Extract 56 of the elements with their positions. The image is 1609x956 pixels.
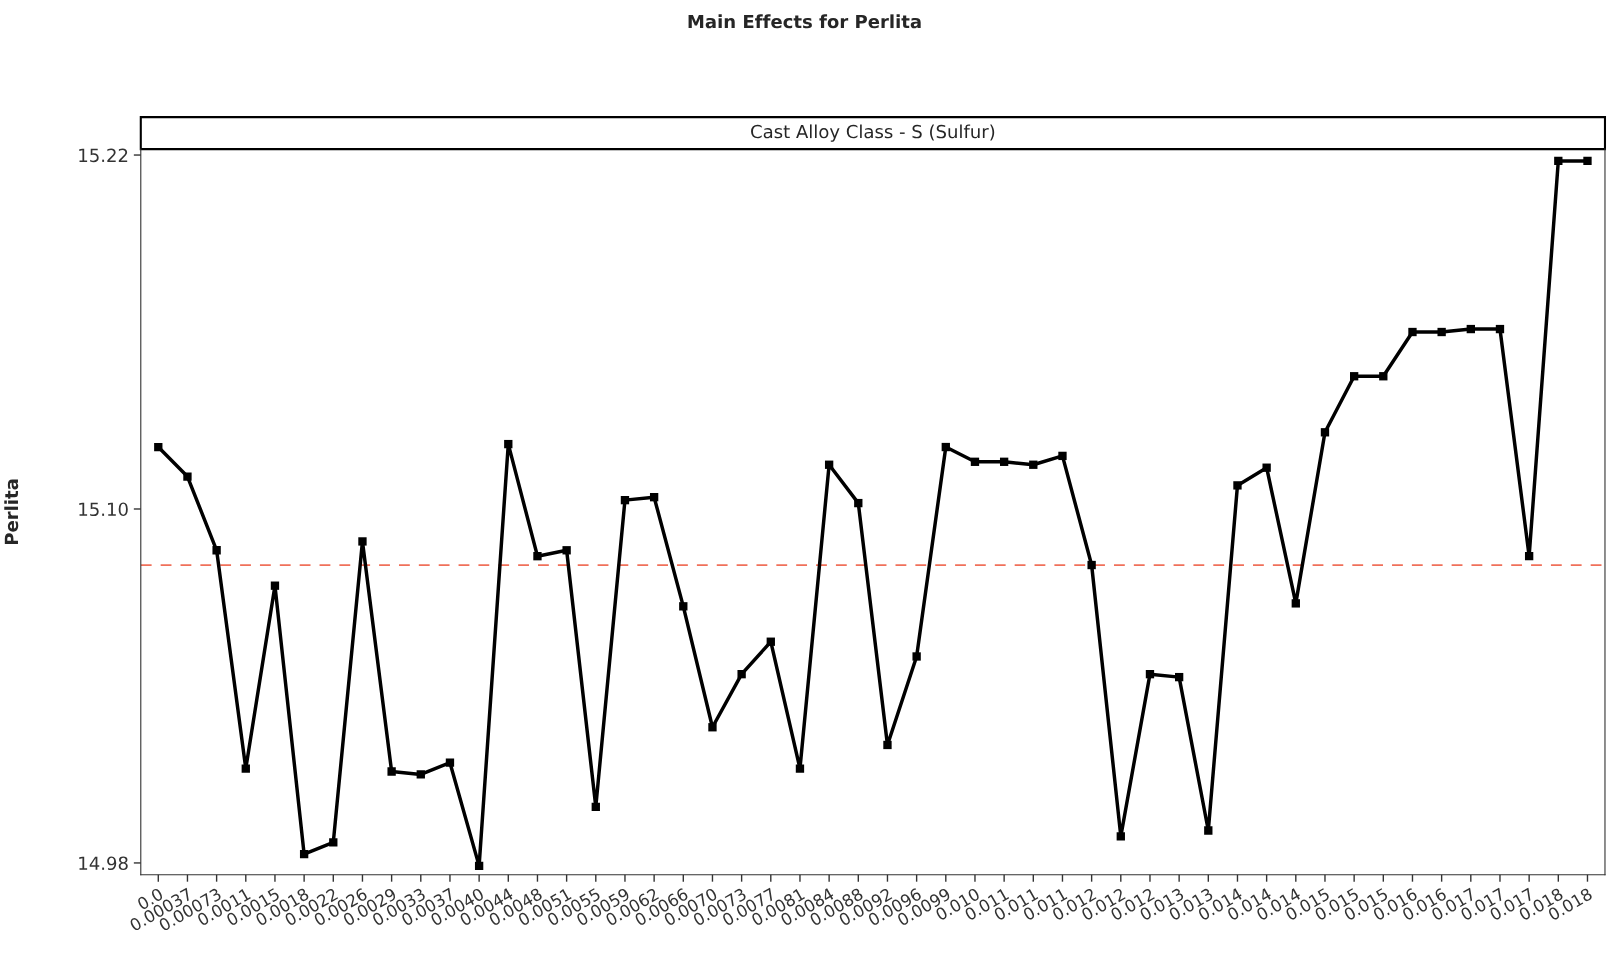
point [737, 670, 746, 679]
point [1437, 327, 1446, 337]
point [1087, 560, 1096, 570]
point [1554, 156, 1563, 166]
point [1145, 670, 1155, 679]
point [1524, 552, 1534, 561]
y-tick-label: 15.10 [79, 502, 128, 517]
point [474, 861, 484, 871]
y-tick-label: 15.22 [79, 148, 128, 163]
chart-subtitle: Cast Alloy Class - S (Sulfur) [751, 124, 995, 142]
point [679, 602, 688, 611]
point [1495, 324, 1505, 334]
point [1466, 324, 1475, 334]
point [562, 546, 571, 555]
point [1029, 460, 1038, 469]
point [1116, 832, 1125, 841]
point [1058, 451, 1067, 461]
point [649, 493, 659, 502]
point [183, 472, 192, 481]
point [591, 802, 600, 812]
point [708, 723, 717, 732]
point [766, 637, 775, 646]
point [1233, 481, 1242, 490]
point [1174, 672, 1184, 682]
point [620, 495, 630, 505]
point [154, 442, 163, 452]
point [970, 457, 980, 466]
point [504, 439, 513, 449]
point [329, 838, 338, 847]
point [795, 764, 805, 773]
point [854, 498, 863, 508]
point [1583, 156, 1592, 166]
point [941, 442, 950, 452]
point [358, 537, 367, 546]
point [387, 767, 396, 776]
point [241, 764, 250, 773]
point [912, 652, 921, 661]
y-tick-label: 14.98 [79, 856, 128, 871]
point [883, 740, 892, 750]
chart-title: Main Effects for Perlita [688, 14, 921, 29]
point [1379, 372, 1388, 381]
point [1320, 428, 1330, 437]
point [1204, 826, 1213, 835]
point [1408, 327, 1417, 337]
point [416, 770, 425, 779]
point [299, 849, 309, 859]
point [1291, 599, 1300, 608]
y-axis-title: Perlita [4, 479, 19, 545]
point [999, 457, 1009, 466]
point [1349, 372, 1359, 381]
point [1262, 463, 1271, 472]
point [445, 758, 455, 767]
point [270, 581, 280, 590]
point [212, 546, 221, 555]
point [824, 460, 834, 469]
point [533, 552, 542, 561]
